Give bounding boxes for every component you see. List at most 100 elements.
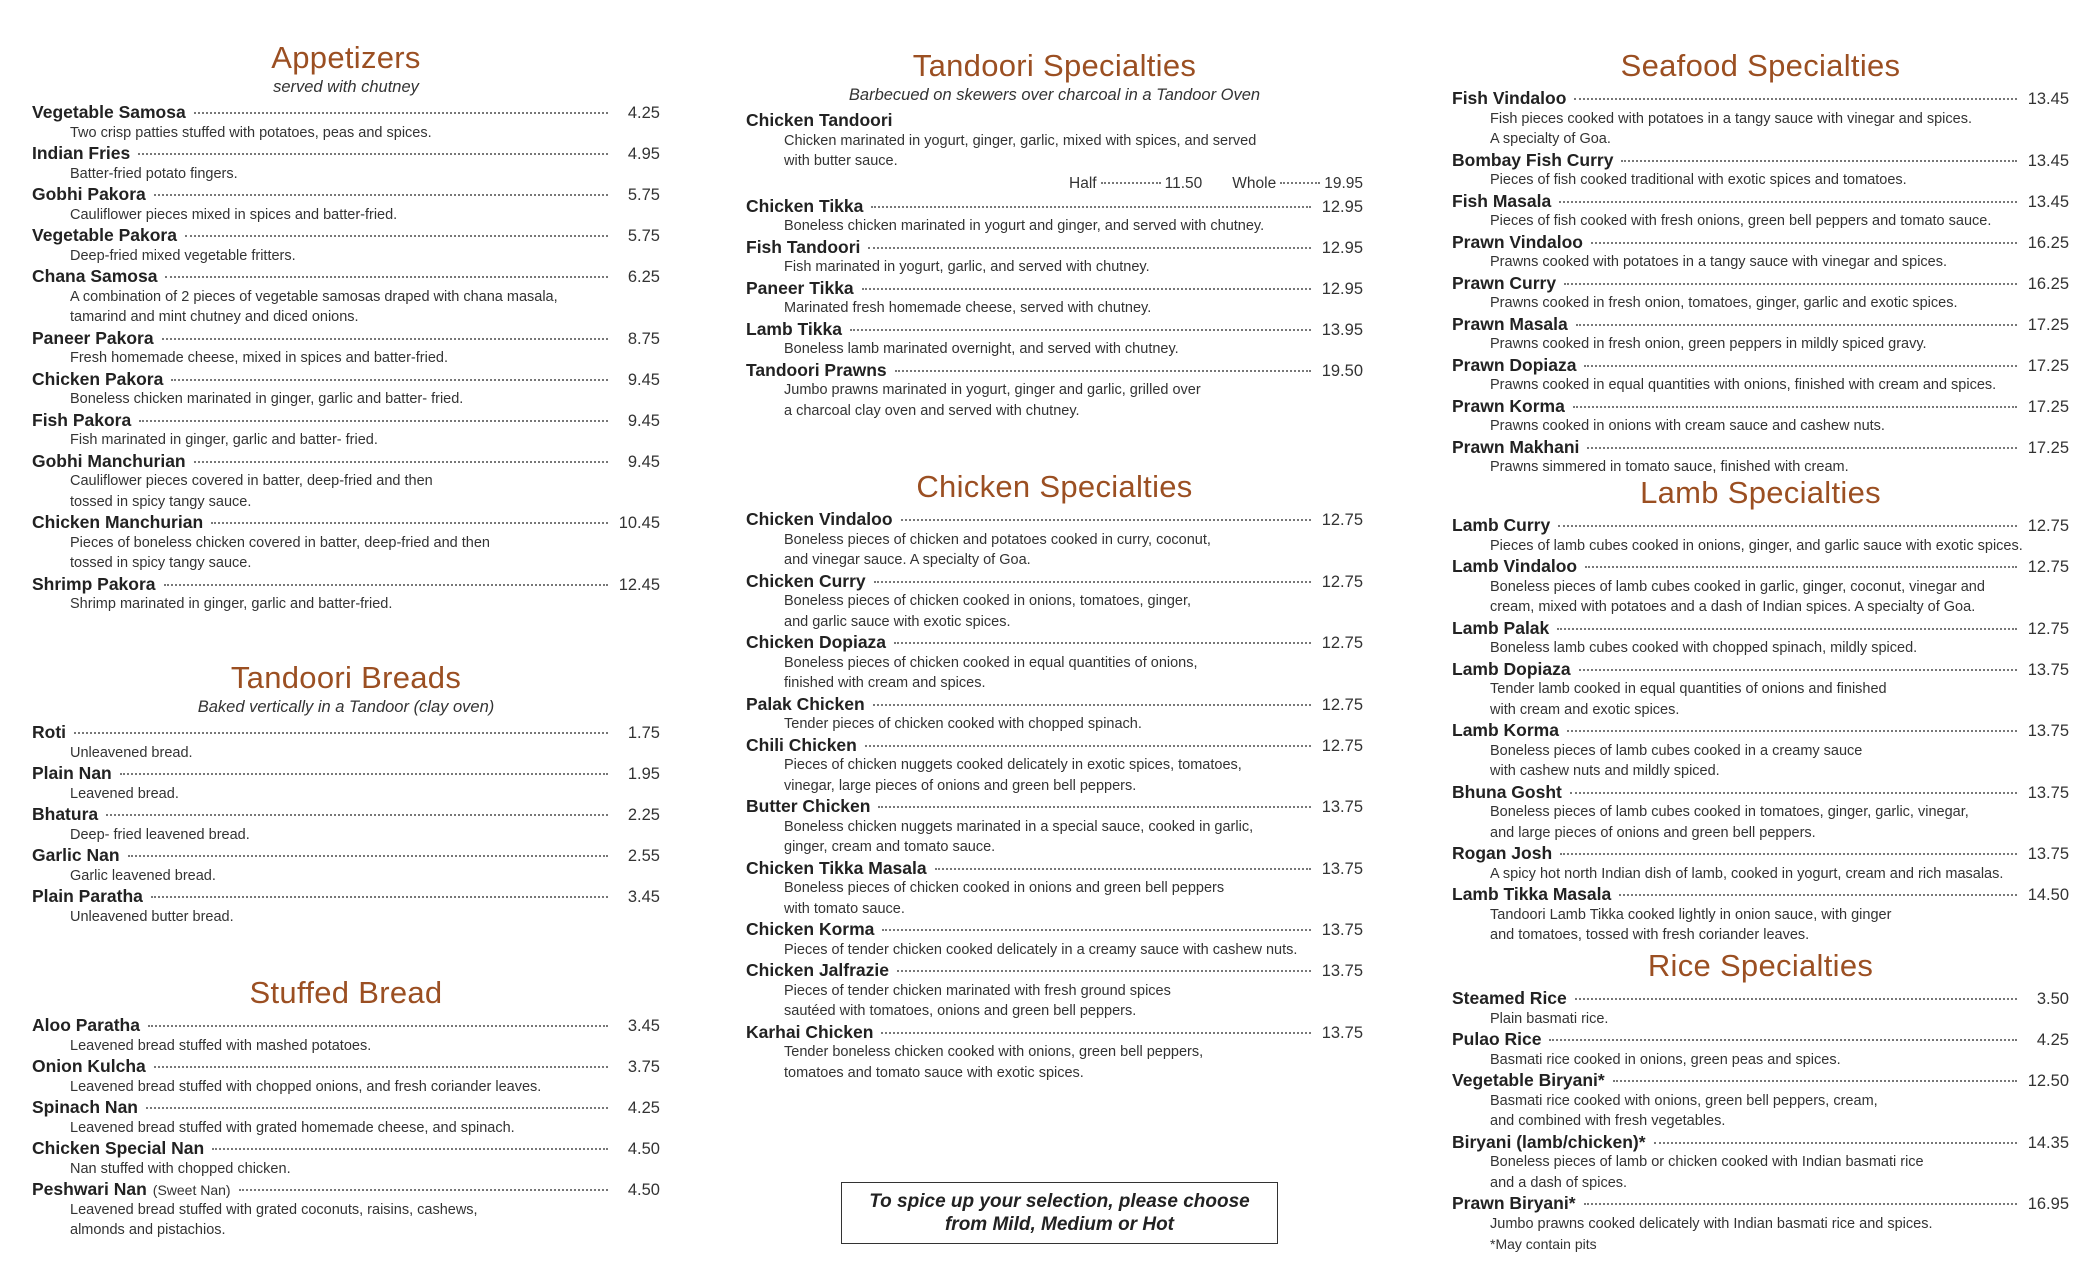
item-price: 12.75: [1321, 634, 1363, 652]
item-description: Boneless pieces of lamb or chicken cooke…: [1490, 1154, 1924, 1191]
item-price: 3.45: [627, 1017, 660, 1035]
menu-item: Peshwari Nan (Sweet Nan) 4.50 Leavened brea…: [32, 1179, 660, 1241]
item-price: 19.50: [1321, 361, 1363, 380]
menu-item: Aloo Paratha 3.45 Leavened bread stuffed w…: [32, 1015, 660, 1056]
menu-item-header: Chicken Tikka 12.95: [746, 196, 1363, 217]
item-name: Indian Fries: [32, 143, 131, 163]
dot-leader: [1587, 446, 2017, 449]
menu-item-header: Fish Masala 13.45: [1452, 191, 2069, 212]
item-name: Chicken Tandoori: [746, 110, 893, 130]
menu-item: Shrimp Pakora 12.45 Shrimp marinated in gi…: [32, 574, 660, 615]
menu-item: Chicken Manchurian 10.45 Pieces of boneles…: [32, 512, 660, 574]
item-price: 2.25: [627, 806, 660, 824]
menu-item: Plain Nan 1.95 Leavened bread.: [32, 763, 660, 804]
dot-leader: [161, 337, 608, 340]
item-description: Pieces of tender chicken cooked delicate…: [784, 941, 1298, 958]
item-price: 17.25: [2027, 438, 2069, 457]
menu-item: Fish Tandoori 12.95 Fish marinated in yogu…: [746, 237, 1363, 278]
item-description: Basmati rice cooked with onions, green b…: [1490, 1092, 1878, 1130]
dot-leader: [878, 806, 1311, 808]
item-price: 2.55: [627, 847, 660, 865]
item-description: Pieces of lamb cubes cooked in onions, g…: [1490, 537, 2023, 554]
section-title: Appetizers: [271, 40, 421, 75]
menu-item: Prawn Korma 17.25 Prawns cooked in onions …: [1452, 396, 2069, 437]
dot-leader: [896, 970, 1311, 972]
item-name: Chicken Jalfrazie: [746, 960, 889, 980]
menu-item-header: Lamb Tikka Masala 14.50: [1452, 884, 2069, 905]
menu-item-header: Shrimp Pakora 12.45: [32, 574, 660, 595]
item-description: Deep- fried leavened bread.: [70, 826, 250, 843]
menu-item: Gobhi Pakora 5.75 Cauliflower pieces mixed…: [32, 184, 660, 225]
item-name: Chicken Manchurian: [32, 512, 204, 532]
menu-item-header: Plain Nan 1.95: [32, 763, 660, 784]
item-description: Boneless pieces of lamb cubes cooked in …: [1490, 742, 1863, 780]
menu-item-header: Palak Chicken 12.75: [746, 694, 1363, 715]
item-price: 12.75: [1321, 511, 1363, 529]
menu-item-header: Lamb Dopiaza 13.75: [1452, 659, 2069, 680]
menu-section-lamb-specialties: Lamb Specialties Lamb Curry 12.75 Pieces of…: [1452, 475, 2069, 946]
spice-level-note: To spice up your selection, please choos…: [841, 1182, 1278, 1244]
item-name: Lamb Curry: [1452, 515, 1551, 535]
item-name: Paneer Tikka: [746, 277, 854, 298]
item-price: 9.45: [627, 370, 660, 389]
item-description: Boneless pieces of chicken cooked in equ…: [784, 654, 1198, 692]
dot-leader: [1560, 853, 2017, 855]
item-name: Bombay Fish Curry: [1452, 149, 1614, 170]
menu-item: Chana Samosa 6.25 A combination of 2 piece…: [32, 266, 660, 328]
item-name: Peshwari Nan: [32, 1179, 147, 1199]
menu-item: Prawn Vindaloo 16.25 Prawns cooked with po…: [1452, 232, 2069, 273]
item-name: Chili Chicken: [746, 734, 857, 755]
menu-item-header: Roti 1.75: [32, 722, 660, 743]
menu-item-header: Vegetable Biryani* 12.50: [1452, 1070, 2069, 1091]
item-description: Pieces of chicken nuggets cooked delicat…: [784, 757, 1242, 794]
item-name: Fish Pakora: [32, 409, 132, 430]
item-name: Aloo Paratha: [32, 1015, 140, 1035]
item-price: 12.95: [1321, 279, 1363, 298]
half-label: Half: [1069, 174, 1097, 192]
dot-leader: [849, 328, 1311, 331]
item-price: 5.75: [627, 227, 660, 245]
dot-leader: [1558, 525, 2017, 527]
menu-item-header: Garlic Nan 2.55: [32, 845, 660, 866]
item-name: Chicken Tikka Masala: [746, 857, 927, 878]
item-description: Unleavened butter bread.: [70, 908, 234, 925]
item-description: Fish marinated in ginger, garlic and bat…: [70, 432, 378, 448]
menu-item-header: Lamb Tikka 13.95: [746, 319, 1363, 340]
item-name: Lamb Tikka: [746, 318, 842, 339]
menu-item-header: Lamb Korma 13.75: [1452, 720, 2069, 741]
item-name: Rogan Josh: [1452, 843, 1553, 863]
menu-item: Lamb Dopiaza 13.75 Tender lamb cooked in e…: [1452, 659, 2069, 721]
item-price: 13.75: [1321, 962, 1363, 980]
dot-leader: [1569, 791, 2017, 794]
menu-item-header: Biryani (lamb/chicken)* 14.35: [1452, 1132, 2069, 1153]
menu-item-header: Gobhi Pakora 5.75: [32, 184, 660, 205]
menu-item-header: Lamb Curry 12.75: [1452, 515, 2069, 536]
menu-item: Paneer Pakora 8.75 Fresh homemade cheese, …: [32, 328, 660, 369]
item-price: 12.75: [1321, 572, 1363, 591]
menu-item-header: Chicken Special Nan 4.50: [32, 1138, 660, 1159]
item-price: 13.45: [2027, 90, 2069, 108]
menu-item-header: Rogan Josh 13.75: [1452, 843, 2069, 864]
item-price: 10.45: [618, 514, 660, 532]
item-price: 9.45: [627, 411, 660, 430]
item-description: Boneless lamb marinated overnight, and s…: [784, 341, 1179, 357]
item-description: Unleavened bread.: [70, 744, 193, 761]
dot-leader: [1574, 998, 2017, 1000]
item-price: 14.35: [2027, 1133, 2069, 1152]
item-name: Lamb Palak: [1452, 617, 1550, 638]
item-price: 4.50: [627, 1140, 660, 1158]
section-title: Tandoori Breads: [230, 660, 462, 695]
item-description: Two crisp patties stuffed with potatoes,…: [70, 124, 432, 141]
menu-item-header: Butter Chicken 13.75: [746, 796, 1363, 817]
menu-item-header: Steamed Rice 3.50: [1452, 988, 2069, 1009]
menu-item-list: Chicken Vindaloo 12.75 Boneless pieces of …: [746, 509, 1363, 1083]
menu-item: Plain Paratha 3.45 Unleavened butter bread…: [32, 886, 660, 927]
menu-item: Chicken Curry 12.75 Boneless pieces of chi…: [746, 571, 1363, 633]
dot-leader: [1549, 1039, 2017, 1041]
item-name: Chicken Korma: [746, 919, 875, 939]
item-price: 13.75: [1321, 921, 1363, 939]
menu-item: Vegetable Pakora 5.75 Deep-fried mixed veg…: [32, 225, 660, 266]
item-description: A combination of 2 pieces of vegetable s…: [70, 288, 558, 326]
item-description: Leavened bread stuffed with mashed potat…: [70, 1037, 372, 1054]
item-description: Prawns cooked in onions with cream sauce…: [1490, 418, 1885, 434]
